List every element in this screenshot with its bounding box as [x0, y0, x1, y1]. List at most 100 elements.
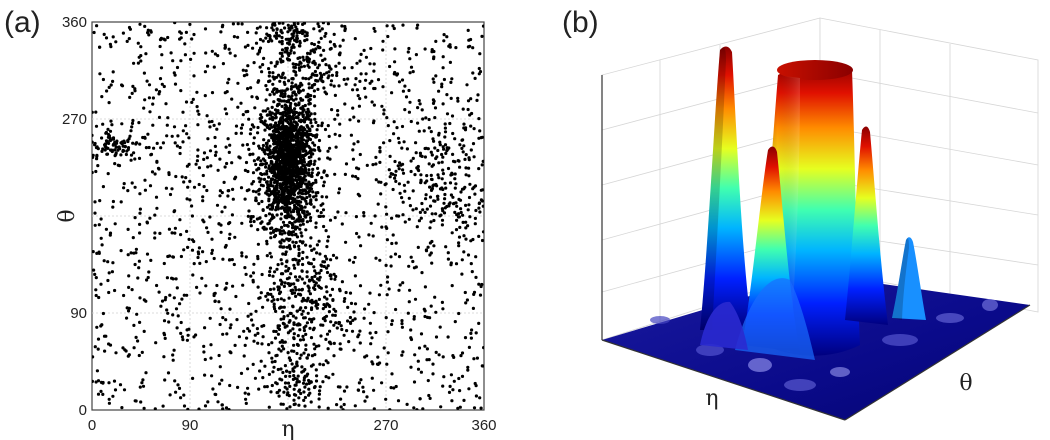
- scatter-point: [133, 157, 137, 161]
- scatter-point: [258, 369, 262, 373]
- scatter-point: [443, 135, 447, 139]
- scatter-point: [329, 258, 333, 262]
- scatter-point: [357, 119, 361, 123]
- scatter-point: [474, 255, 478, 259]
- scatter-point: [287, 201, 292, 205]
- scatter-point: [301, 105, 305, 109]
- scatter-point: [358, 97, 362, 101]
- scatter-point: [303, 39, 307, 43]
- scatter-point: [140, 350, 144, 354]
- scatter-point: [329, 277, 333, 281]
- scatter-point: [281, 310, 285, 314]
- scatter-point: [129, 158, 133, 162]
- scatter-point: [121, 346, 125, 350]
- scatter-point: [261, 305, 265, 309]
- scatter-point: [325, 290, 329, 294]
- scatter-point: [118, 383, 123, 387]
- scatter-point: [98, 72, 102, 76]
- scatter-point: [132, 151, 136, 155]
- scatter-point: [376, 355, 380, 359]
- scatter-point: [268, 251, 272, 255]
- scatter-point: [259, 116, 263, 120]
- scatter-point: [340, 222, 344, 226]
- scatter-point: [301, 22, 305, 26]
- scatter-point: [441, 355, 445, 359]
- scatter-point: [297, 396, 301, 400]
- scatter-point: [320, 27, 324, 31]
- scatter-point: [288, 384, 292, 388]
- scatter-point: [274, 329, 278, 334]
- scatter-point: [413, 173, 417, 177]
- scatter-point: [476, 93, 480, 97]
- scatter-point: [292, 127, 296, 131]
- scatter-point: [294, 142, 298, 146]
- scatter-point: [282, 188, 286, 192]
- scatter-point: [418, 102, 422, 106]
- scatter-point: [321, 202, 325, 206]
- scatter-point: [451, 152, 455, 156]
- scatter-point: [479, 198, 483, 202]
- scatter-point: [406, 311, 410, 315]
- scatter-point: [408, 71, 412, 75]
- scatter-point: [323, 295, 327, 299]
- scatter-point: [92, 133, 94, 137]
- scatter-point: [287, 161, 292, 165]
- scatter-point: [219, 30, 223, 34]
- scatter-point: [258, 25, 262, 29]
- scatter-point: [94, 288, 98, 292]
- scatter-point: [433, 146, 437, 150]
- scatter-point: [302, 328, 306, 333]
- scatter-point: [162, 84, 166, 89]
- scatter-point: [374, 162, 378, 166]
- scatter-point: [325, 245, 329, 249]
- scatter-point: [221, 332, 225, 336]
- scatter-point: [469, 262, 473, 266]
- scatter-point: [349, 133, 353, 137]
- scatter-point: [300, 234, 304, 238]
- scatter-point: [409, 365, 413, 369]
- scatter-point: [113, 288, 117, 293]
- scatter-point: [307, 173, 311, 177]
- scatter-point: [328, 40, 332, 44]
- scatter-point: [446, 166, 451, 171]
- scatter-point: [347, 340, 351, 344]
- scatter-point: [299, 141, 303, 145]
- scatter-point: [330, 287, 335, 291]
- scatter-point: [106, 172, 110, 176]
- scatter-point: [173, 209, 177, 213]
- scatter-point: [154, 88, 158, 92]
- scatter-point: [423, 210, 427, 214]
- scatter-point: [421, 407, 425, 410]
- scatter-point: [243, 266, 247, 270]
- scatter-point: [286, 381, 291, 385]
- scatter-point: [245, 143, 249, 147]
- scatter-point: [370, 336, 374, 340]
- scatter-point: [362, 390, 366, 394]
- scatter-point: [381, 39, 385, 43]
- scatter-point: [210, 237, 214, 241]
- scatter-point: [459, 354, 463, 358]
- scatter-point: [306, 60, 311, 64]
- scatter-point: [416, 359, 420, 363]
- scatter-point: [464, 153, 468, 157]
- scatter-point: [120, 84, 125, 88]
- scatter-point: [411, 189, 415, 193]
- scatter-point: [246, 214, 250, 218]
- peak-side-right: [845, 126, 888, 326]
- scatter-point: [299, 391, 303, 396]
- scatter-point: [292, 336, 296, 340]
- scatter-point: [372, 388, 376, 392]
- scatter-point: [356, 140, 360, 144]
- scatter-point: [246, 43, 250, 48]
- scatter-point: [392, 132, 396, 136]
- scatter-point: [188, 198, 192, 202]
- scatter-point: [278, 232, 282, 236]
- scatter-point: [382, 346, 386, 350]
- scatter-point: [308, 244, 312, 248]
- scatter-point: [129, 251, 133, 255]
- scatter-point: [351, 174, 355, 178]
- scatter-point: [388, 64, 392, 69]
- scatter-point: [151, 102, 155, 106]
- scatter-point: [412, 266, 416, 270]
- scatter-point: [478, 293, 483, 297]
